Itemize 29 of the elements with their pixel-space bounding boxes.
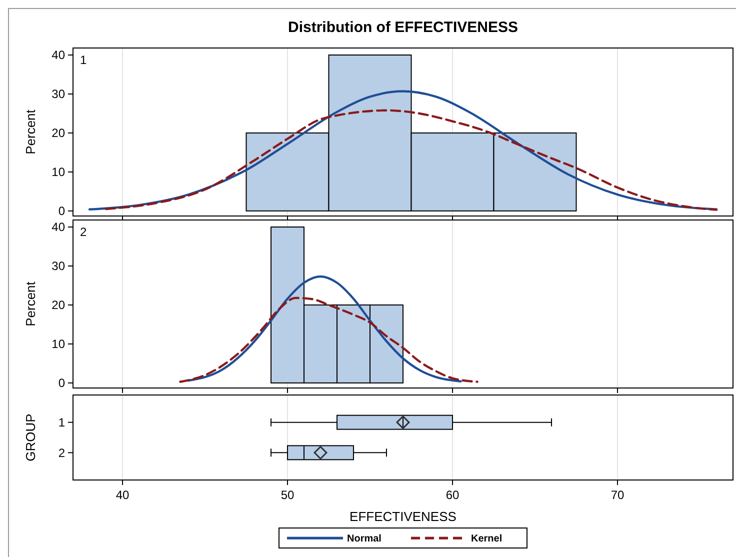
x-tick-label: 50 [280,488,294,502]
annotation: 2 [80,225,87,239]
x-tick-label: 60 [446,488,460,502]
chart-title: Distribution of EFFECTIVENESS [288,19,518,36]
y-tick-label: 2 [58,446,66,460]
y-tick-label: 10 [52,165,66,180]
x-tick-label: 40 [116,488,130,502]
y-tick-label: 10 [52,337,66,352]
y-axis-title: Percent [23,109,38,154]
line-series [104,109,718,211]
legend-label: Normal [347,534,382,544]
y-tick-label: 0 [58,204,66,218]
y-tick-label: 30 [52,259,66,274]
y-axis-title: Percent [23,281,38,326]
line-series [179,296,478,383]
line-series [88,90,718,210]
annotation: 1 [80,53,87,67]
y-tick-label: 20 [52,298,66,312]
line-series [187,275,462,382]
y-axis-title: GROUP [23,414,38,462]
x-tick-label: 70 [610,488,624,502]
y-tick-label: 30 [52,87,66,102]
y-tick-label: 1 [58,416,66,430]
y-tick-label: 0 [58,376,66,390]
x-axis-title: EFFECTIVENESS [350,509,457,524]
y-tick-label: 20 [52,126,66,140]
y-tick-label: 40 [52,48,66,62]
y-tick-label: 40 [52,220,66,234]
legend-label: Kernel [471,534,502,544]
